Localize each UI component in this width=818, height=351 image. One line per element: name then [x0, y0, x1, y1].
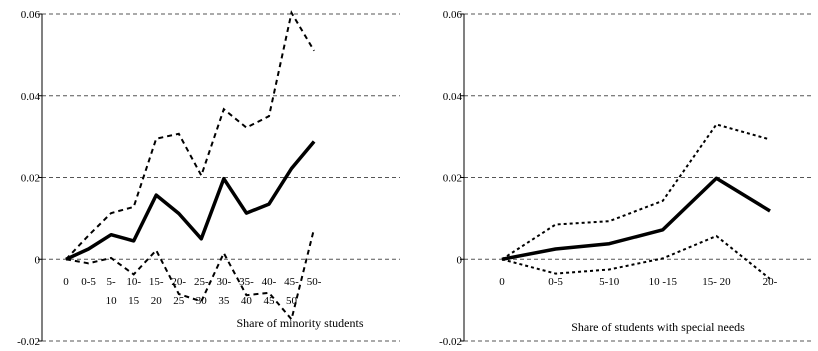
- x-tick-label: 40: [241, 295, 253, 307]
- x-tick-label: 40-: [262, 276, 277, 288]
- x-tick-label: 50: [286, 295, 298, 307]
- x-tick-label: 15: [128, 295, 140, 307]
- x-tick-label: 0-5: [81, 276, 96, 288]
- series-line-upper: [65, 10, 315, 260]
- series-line-lower: [501, 234, 771, 280]
- x-tick-label: 5-10: [599, 276, 620, 288]
- x-tick-label: 20-: [763, 276, 778, 288]
- x-tick-label: 20: [151, 295, 163, 307]
- y-tick-label: 0.06: [21, 9, 41, 21]
- x-tick-label: 10 -15: [649, 276, 678, 288]
- x-tick-label: 10-: [126, 276, 141, 288]
- x-tick-label: 45: [263, 295, 275, 307]
- x-tick-label: 0: [499, 276, 505, 288]
- series-line-estimate: [501, 176, 771, 262]
- x-tick-label: 10: [106, 295, 118, 307]
- x-tick-label: 45-: [284, 276, 299, 288]
- x-tick-label: 25: [173, 295, 185, 307]
- x-axis-label: Share of minority students: [237, 316, 364, 330]
- x-tick-label: 15-: [149, 276, 164, 288]
- series-line-upper: [501, 123, 771, 261]
- x-tick-label: 25-: [194, 276, 209, 288]
- y-tick-label: -0.02: [439, 336, 462, 348]
- series-line-estimate: [65, 140, 316, 261]
- y-tick-label: 0: [35, 254, 41, 266]
- x-tick-label: 35: [218, 295, 230, 307]
- y-tick-label: 0.04: [21, 91, 41, 103]
- x-tick-label: 35-: [239, 276, 254, 288]
- x-tick-label: 5-: [107, 276, 117, 288]
- x-tick-label: 0-5: [548, 276, 563, 288]
- chart-panel-2: -0.02 0 0.02 0.04 0.06 0 0-5 5-10 10 -15 15- 20 20…: [439, 9, 812, 348]
- x-tick-label: 0: [63, 276, 69, 288]
- y-tick-label: -0.02: [17, 336, 40, 348]
- x-tick-label: 50-: [307, 276, 322, 288]
- x-axis-label: Share of students with special needs: [571, 320, 745, 334]
- y-tick-label: 0.06: [443, 9, 463, 21]
- series-line-lower: [65, 228, 316, 322]
- y-tick-label: 0: [457, 254, 463, 266]
- y-tick-label: 0.02: [21, 173, 40, 185]
- x-tick-label: 30-: [217, 276, 232, 288]
- x-tick-label: 15- 20: [702, 276, 731, 288]
- y-tick-label: 0.04: [443, 91, 463, 103]
- y-tick-label: 0.02: [443, 173, 462, 185]
